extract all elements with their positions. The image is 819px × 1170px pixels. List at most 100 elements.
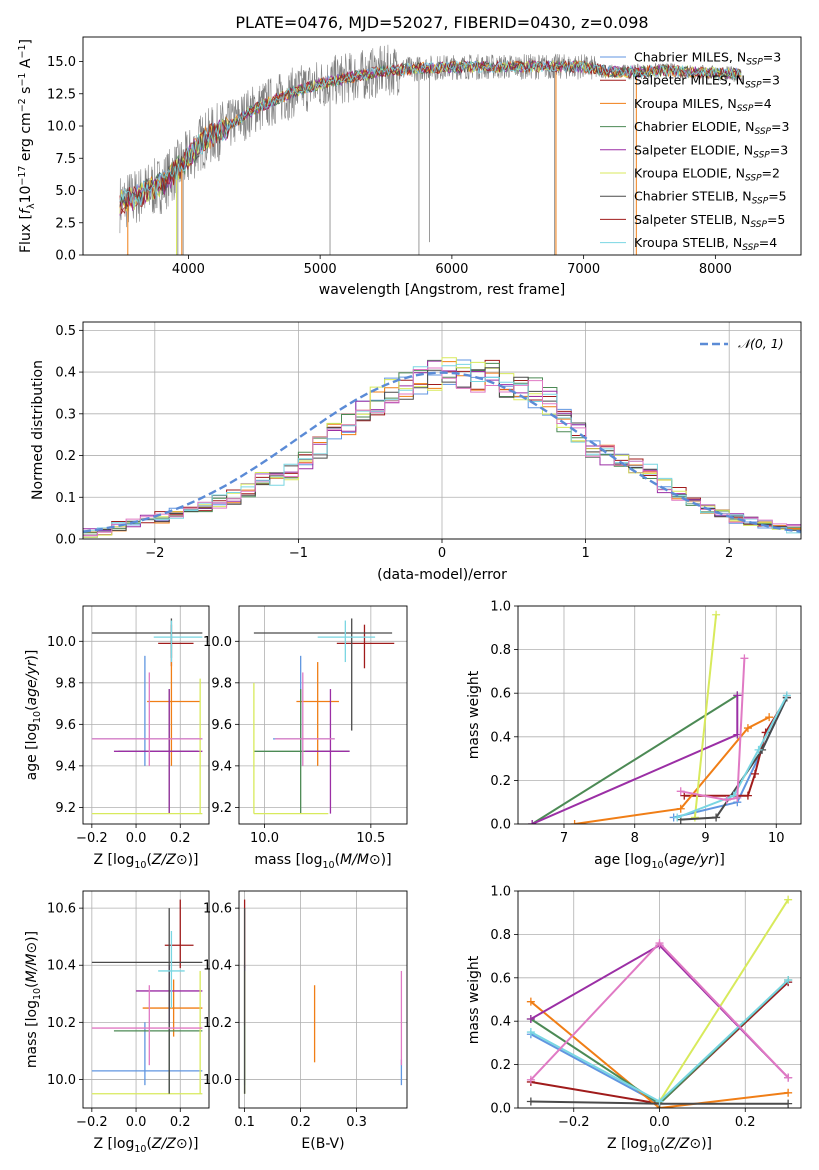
legend-label: Kroupa STELIB, N — [634, 235, 742, 250]
axes-frame — [238, 890, 408, 1109]
series-marker — [784, 1073, 793, 1082]
axes-frame — [82, 321, 802, 540]
normal-curve — [83, 371, 801, 533]
series-line — [676, 694, 788, 819]
axes-frame — [517, 605, 802, 825]
series-marker — [754, 745, 763, 754]
y-tick-label: 0.2 — [490, 774, 511, 789]
errorbar-cross — [147, 662, 201, 766]
x-axis-label: (data-model)/error — [377, 567, 507, 583]
series-marker — [784, 895, 793, 904]
errorbar-cross — [253, 682, 329, 815]
x-tick-label: 8000 — [699, 262, 732, 277]
errorbar-cross — [91, 908, 203, 1094]
legend-label: Kroupa MILES, N — [634, 96, 737, 111]
series-line — [693, 614, 718, 818]
series-marker — [680, 791, 689, 800]
series-marker — [722, 796, 731, 805]
series-marker — [751, 769, 760, 778]
legend-label: Chabrier ELODIE, N — [634, 119, 754, 134]
y-tick-label: 0.0 — [55, 249, 76, 264]
plot-area — [91, 618, 203, 815]
series-marker — [784, 1088, 793, 1097]
y-tick-label: 9.8 — [211, 676, 232, 691]
legend-entry: Salpeter ELODIE, NSSP=3 — [634, 142, 788, 160]
series-marker — [784, 975, 793, 984]
y-tick-label: 10.0 — [47, 635, 76, 650]
y-tick-label: 12.5 — [47, 87, 76, 102]
plot-area — [526, 895, 793, 1108]
y-tick-label: 0.4 — [55, 366, 76, 381]
series-marker — [655, 1097, 664, 1106]
errorbar-cross — [91, 970, 203, 1095]
errorbar-cross — [91, 1022, 203, 1086]
x-axis-label: Z [log10(Z/Z⊙)] — [94, 852, 199, 871]
legend-label: Kroupa ELODIE, N — [634, 166, 745, 181]
legend-label: Salpeter MILES, N — [634, 73, 745, 88]
legend-entry: Chabrier STELIB, NSSP=5 — [634, 189, 787, 207]
x-tick-label: 10.0 — [250, 831, 279, 846]
plot-area — [91, 899, 203, 1095]
errorbar-cross — [91, 655, 203, 766]
errorbar-cross — [317, 620, 376, 663]
y-tick-label: 0.0 — [55, 533, 76, 548]
x-tick-label: 0.0 — [126, 1115, 147, 1130]
errorbar-cross — [91, 618, 203, 658]
y-tick-label: 9.6 — [55, 718, 76, 733]
series-marker — [526, 1015, 535, 1024]
series-marker — [655, 939, 664, 948]
axes-frame — [82, 890, 210, 1109]
series-marker — [765, 713, 774, 722]
y-tick-label: 0.2 — [55, 449, 76, 464]
errorbar-cross — [91, 678, 203, 815]
panel-7: −0.2 0.0 0.2 0.0 0.2 0.4 0.6 0.8 1.0 Z [log10(Z/Z… — [466, 885, 802, 1155]
errorbar-cross — [158, 624, 194, 667]
x-axis-label: wavelength [Angstrom, rest frame] — [319, 282, 565, 298]
series-marker — [743, 791, 752, 800]
legend-label: Salpeter STELIB, N — [634, 212, 750, 227]
series-line — [574, 716, 770, 824]
y-axis-label: Normed distribution — [30, 360, 46, 500]
x-tick-label: 7 — [560, 831, 568, 846]
axes-frame — [82, 36, 802, 256]
x-axis-label: age [log10(age/yr)] — [594, 852, 725, 871]
y-tick-label: 0.0 — [490, 1102, 511, 1117]
y-tick-label: 0.8 — [490, 643, 511, 658]
errorbar-cross — [296, 662, 339, 766]
y-tick-label: 5.0 — [55, 184, 76, 199]
y-tick-label: 10.4 — [47, 959, 76, 974]
x-tick-label: 9 — [701, 831, 709, 846]
legend-entry: Chabrier ELODIE, NSSP=3 — [634, 119, 789, 137]
x-tick-label: 0.2 — [290, 1115, 311, 1130]
model-spectrum — [119, 59, 742, 208]
errorbar-cross — [275, 672, 335, 766]
x-tick-label: 0.2 — [735, 1115, 756, 1130]
x-tick-label: 6000 — [435, 262, 468, 277]
panel-6: 0.1 0.2 0.3 10.0 10.2 10.4 10.6 E(B-V) — [203, 890, 408, 1152]
histogram-series — [83, 363, 801, 534]
series-marker — [733, 793, 742, 802]
x-tick-label: −1 — [289, 546, 308, 561]
axes-frame — [238, 605, 408, 825]
series-marker — [690, 813, 699, 822]
x-axis-label: mass [log10(M/M⊙)] — [254, 852, 391, 871]
y-tick-label: 10.6 — [203, 902, 232, 917]
y-tick-label: 0.4 — [490, 1015, 511, 1030]
errorbar-cross — [113, 689, 203, 814]
y-tick-label: 10.2 — [203, 1016, 232, 1031]
legend-entry: Salpeter MILES, NSSP=3 — [634, 73, 780, 91]
plot-area — [528, 610, 791, 824]
errorbar-cross — [91, 672, 203, 766]
panel-1: −2 −1 0 1 2 0.0 0.1 0.2 0.3 0.4 0.5 (data-model)/er… — [30, 321, 802, 583]
errorbar-cross — [158, 930, 185, 1009]
y-axis-label: Flux [fλ10−17 erg cm−2 s−1 A−1] — [17, 39, 37, 253]
series-marker — [673, 813, 682, 822]
series-marker — [526, 1097, 535, 1106]
y-tick-label: 1.0 — [490, 885, 511, 900]
errorbar-cross — [153, 620, 203, 663]
chart-title: PLATE=0476, MJD=52027, FIBERID=0430, z=0… — [235, 13, 648, 32]
y-tick-label: 0.8 — [490, 928, 511, 943]
y-tick-label: 9.2 — [211, 801, 232, 816]
